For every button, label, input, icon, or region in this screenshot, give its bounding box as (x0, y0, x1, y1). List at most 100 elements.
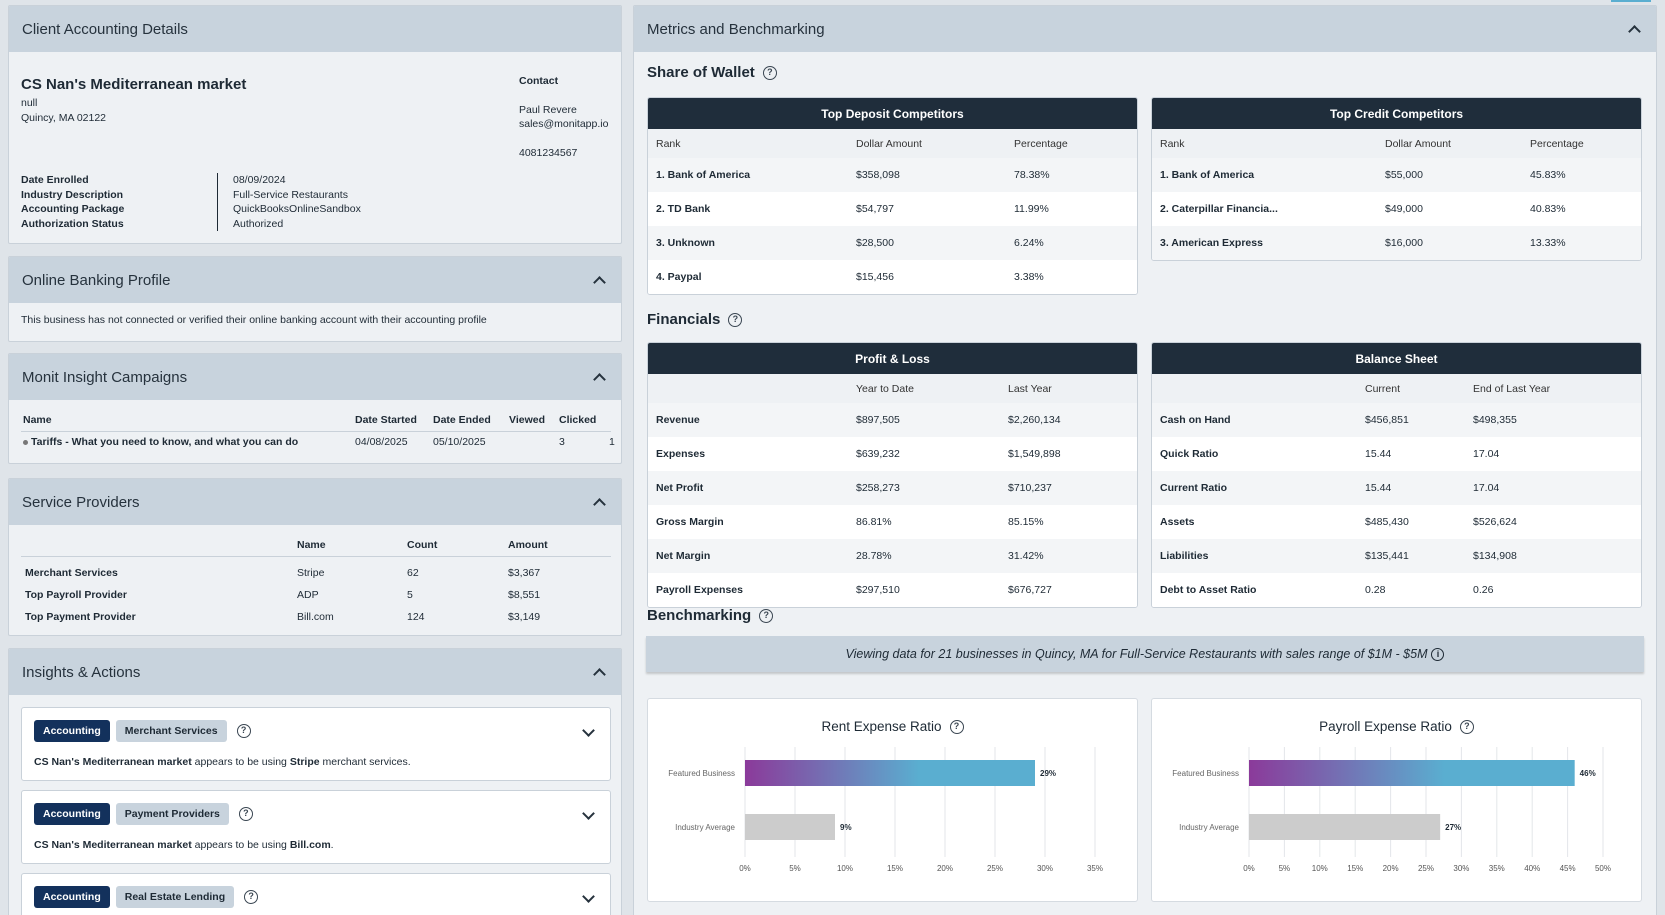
provider-name: Stripe (297, 567, 325, 579)
table-row: Top Payroll Provider ADP 5 $8,551 (25, 584, 605, 606)
help-icon[interactable]: ? (1459, 719, 1474, 734)
table-row: Current Ratio 15.44 17.04 (1152, 471, 1641, 505)
balance-sheet-title: Balance Sheet (1152, 343, 1641, 374)
table-row[interactable]: Tariffs - What you need to know, and wha… (21, 435, 615, 455)
help-icon[interactable]: ? (759, 608, 774, 623)
insight-tag-secondary: Real Estate Lending (115, 886, 235, 908)
collapse-chevron-icon[interactable] (591, 664, 607, 680)
expand-chevron-icon[interactable] (580, 807, 596, 823)
collapse-chevron-icon[interactable] (1626, 21, 1642, 37)
bs-current: 15.44 (1357, 437, 1465, 471)
insights-actions-panel: Insights & Actions Accounting Merchant S… (8, 648, 622, 915)
insight-tag-secondary: Payment Providers (115, 803, 229, 825)
provider-label: Top Payroll Provider (25, 589, 127, 601)
x-tick-label: 25% (1418, 864, 1434, 873)
campaign-name[interactable]: Tariffs - What you need to know, and wha… (31, 436, 299, 448)
x-tick-label: 30% (1453, 864, 1469, 873)
service-providers-header[interactable]: Service Providers (9, 479, 621, 525)
table-row: Liabilities $135,441 $134,908 (1152, 539, 1641, 573)
bs-end-last-year: 0.26 (1465, 573, 1641, 607)
category-label: Industry Average (675, 823, 735, 832)
insight-business-name: CS Nan's Mediterranean market (34, 756, 192, 768)
field-label-date-enrolled: Date Enrolled (21, 174, 89, 186)
insight-provider: Stripe (289, 756, 320, 768)
balance-sheet-table: Balance Sheet Current End of Last Year C… (1151, 342, 1642, 608)
provider-label: Top Payment Provider (25, 611, 136, 623)
pl-metric: Payroll Expenses (648, 573, 848, 607)
insights-actions-header[interactable]: Insights & Actions (9, 649, 621, 695)
collapse-chevron-icon[interactable] (591, 494, 607, 510)
featured-business-bar[interactable] (745, 760, 1035, 786)
insight-business-name: CS Nan's Mediterranean market (34, 839, 192, 851)
featured-business-bar[interactable] (1249, 760, 1575, 786)
expand-chevron-icon[interactable] (580, 724, 596, 740)
field-value-date-enrolled: 08/09/2024 (233, 174, 286, 186)
campaign-clicked: 1 (609, 436, 615, 448)
providers-header-name: Name (297, 539, 326, 551)
x-tick-label: 15% (1347, 864, 1363, 873)
insight-card[interactable]: Accounting Merchant Services ? CS Nan's … (21, 707, 611, 781)
campaigns-header-ended: Date Ended (433, 414, 491, 426)
collapse-chevron-icon[interactable] (591, 369, 607, 385)
contact-phone: 4081234567 (519, 147, 578, 159)
provider-amount: $3,367 (508, 567, 541, 579)
help-icon[interactable]: ? (244, 890, 259, 904)
bar-value-label: 27% (1445, 823, 1461, 832)
help-icon[interactable]: ? (762, 65, 777, 80)
x-tick-label: 10% (1312, 864, 1328, 873)
info-icon[interactable]: i (1431, 647, 1445, 661)
expand-chevron-icon[interactable] (580, 890, 596, 906)
online-banking-header[interactable]: Online Banking Profile (9, 257, 621, 303)
collapse-chevron-icon[interactable] (591, 272, 607, 288)
bs-end-last-year: 17.04 (1465, 471, 1641, 505)
bs-metric: Debt to Asset Ratio (1152, 573, 1357, 607)
x-tick-label: 30% (1037, 864, 1053, 873)
provider-name: Bill.com (297, 611, 334, 623)
providers-header-amount: Amount (508, 539, 548, 551)
industry-average-bar[interactable] (745, 814, 835, 840)
providers-divider (21, 556, 611, 557)
campaign-ended: 05/10/2025 (433, 436, 486, 448)
help-icon[interactable]: ? (238, 807, 253, 821)
insight-card[interactable]: Accounting Real Estate Lending ? (21, 873, 611, 915)
industry-average-bar[interactable] (1249, 814, 1441, 840)
insight-text-post: merchant services. (319, 756, 411, 768)
deposit-competitors-title: Top Deposit Competitors (648, 98, 1137, 129)
deposit-competitors-table: Top Deposit Competitors Rank Dollar Amou… (647, 97, 1138, 295)
insights-actions-title: Insights & Actions (22, 663, 141, 681)
deposit-percent: 6.24% (1006, 226, 1137, 260)
field-label-authorization: Authorization Status (21, 217, 124, 230)
bs-end-last-year: $134,908 (1465, 539, 1641, 573)
credit-competitors-title: Top Credit Competitors (1152, 98, 1641, 129)
credit-amount: $16,000 (1377, 226, 1522, 260)
bs-current: $135,441 (1357, 539, 1465, 573)
provider-count: 124 (407, 611, 425, 623)
campaign-viewed: 3 (559, 436, 565, 448)
insight-campaigns-header[interactable]: Monit Insight Campaigns (9, 354, 621, 400)
providers-header-count: Count (407, 539, 438, 551)
x-tick-label: 0% (1243, 864, 1255, 873)
insight-campaigns-title: Monit Insight Campaigns (22, 368, 188, 386)
deposit-rank: 1. Bank of America (648, 158, 848, 192)
field-value-authorization: Authorized (233, 217, 284, 230)
help-icon[interactable]: ? (236, 724, 251, 738)
credit-competitors-table: Top Credit Competitors Rank Dollar Amoun… (1151, 97, 1642, 261)
contact-email[interactable]: sales@monitapp.io (519, 118, 609, 130)
help-icon[interactable]: ? (728, 312, 743, 327)
insight-card[interactable]: Accounting Payment Providers ? CS Nan's … (21, 790, 611, 864)
table-row: Quick Ratio 15.44 17.04 (1152, 437, 1641, 471)
metrics-header[interactable]: Metrics and Benchmarking (634, 6, 1656, 52)
deposit-rank: 2. TD Bank (648, 192, 848, 226)
table-row: 1. Bank of America $358,098 78.38% (648, 158, 1137, 192)
field-value-industry: Full-Service Restaurants (233, 188, 348, 201)
pl-ytd: $639,232 (848, 437, 1000, 471)
deposit-percent: 11.99% (1006, 192, 1137, 226)
pl-col-ytd: Year to Date (848, 374, 1000, 403)
help-icon[interactable]: ? (949, 719, 964, 734)
pl-metric: Net Margin (648, 539, 848, 573)
credit-rank: 2. Caterpillar Financia... (1152, 192, 1377, 226)
table-row: Merchant Services Stripe 62 $3,367 (25, 562, 605, 584)
payroll-chart-heading: Payroll Expense Ratio ? (1152, 719, 1641, 734)
payroll-expense-chart-card: Payroll Expense Ratio ? 0% 5% 10% 15% 20% 25%… (1151, 698, 1642, 902)
credit-col-amount: Dollar Amount (1377, 129, 1522, 158)
